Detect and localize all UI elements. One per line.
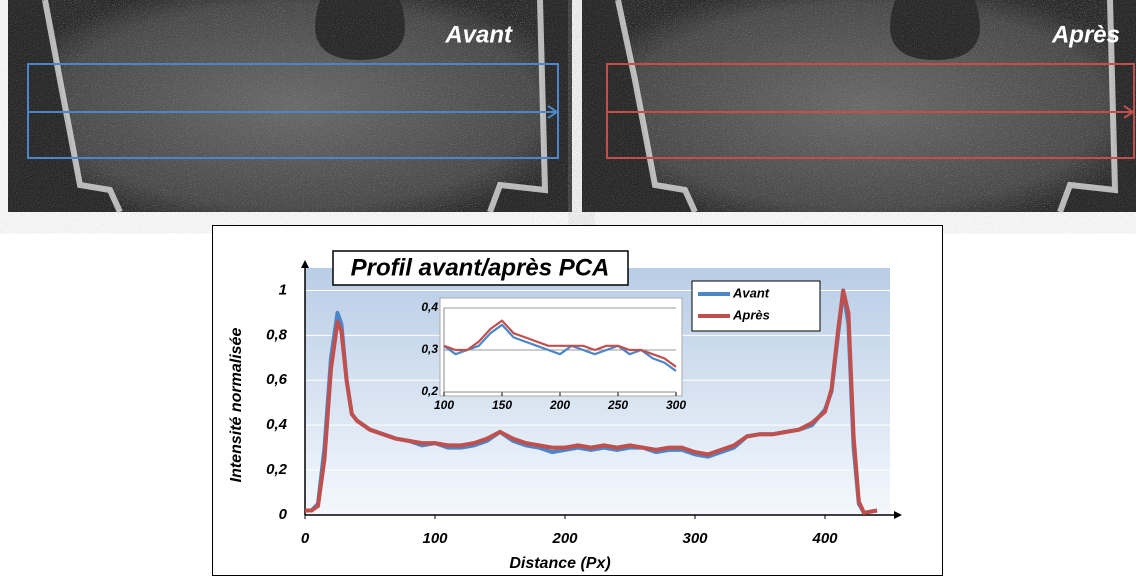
x-tick-label: 300 xyxy=(682,530,708,547)
y-tick-label: 0 xyxy=(279,506,288,523)
x-tick-label: 250 xyxy=(607,398,628,412)
y-tick-label: 0,6 xyxy=(266,371,288,388)
x-axis-arrow xyxy=(894,511,902,519)
x-tick-label: 200 xyxy=(549,398,570,412)
image-after: Après xyxy=(582,0,1136,214)
x-tick-label: 150 xyxy=(492,398,512,412)
y-axis-label: Intensité normalisée xyxy=(228,328,245,483)
legend-label: Avant xyxy=(732,285,770,300)
series-line xyxy=(305,288,878,515)
x-tick-label: 300 xyxy=(666,398,686,412)
x-tick-label: 400 xyxy=(811,530,838,547)
x-tick-label: 200 xyxy=(551,530,578,547)
image-before: Avant xyxy=(8,0,572,214)
x-tick-label: 100 xyxy=(422,530,448,547)
chart-title: Profil avant/après PCA xyxy=(351,254,610,281)
inset-frame xyxy=(439,297,683,397)
legend-label: Après xyxy=(732,307,770,322)
series-line xyxy=(443,323,677,372)
y-tick-label: 0,2 xyxy=(421,384,438,398)
y-tick-label: 1 xyxy=(279,281,287,298)
y-tick-label: 0,2 xyxy=(266,461,288,478)
y-tick-label: 0,3 xyxy=(421,342,438,356)
image-label: Avant xyxy=(444,21,513,48)
legend-box xyxy=(691,280,821,332)
x-tick-label: 100 xyxy=(434,398,454,412)
y-tick-label: 0,8 xyxy=(266,326,288,343)
x-axis-label: Distance (Px) xyxy=(509,555,610,572)
title-box xyxy=(332,250,629,286)
y-axis-arrow xyxy=(301,260,309,268)
series-line xyxy=(443,319,677,368)
x-tick-label: 0 xyxy=(301,530,310,547)
y-tick-label: 0,4 xyxy=(421,300,438,314)
image-label: Après xyxy=(1051,21,1120,48)
y-tick-label: 0,4 xyxy=(266,416,288,433)
